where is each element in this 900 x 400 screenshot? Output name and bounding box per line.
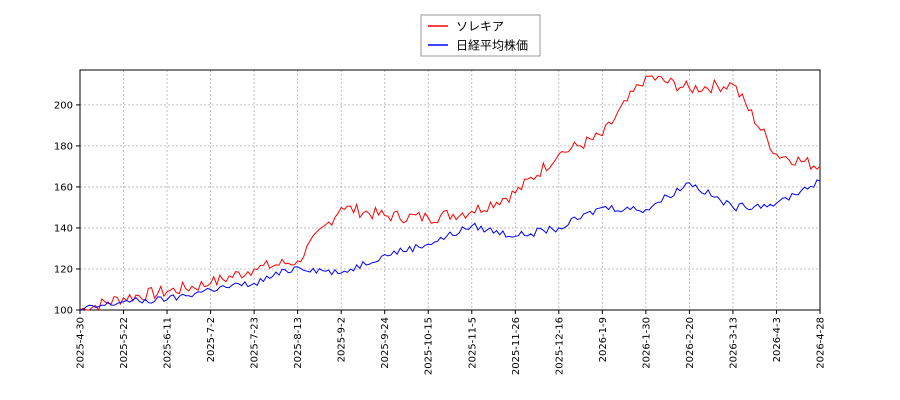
series-line-nikkei xyxy=(79,179,821,311)
x-tick-label: 2025-12-16 xyxy=(554,317,565,375)
x-tick-label: 2025-10-15 xyxy=(424,317,435,375)
legend-label: 日経平均株価 xyxy=(456,38,528,53)
x-tick-label: 2026-2-20 xyxy=(685,317,696,369)
y-tick-label: 100 xyxy=(54,306,73,317)
legend-label: ソレキア xyxy=(456,20,504,34)
x-tick-label: 2025-11-26 xyxy=(511,317,522,375)
x-tick-label: 2025-5-22 xyxy=(119,317,130,369)
grid xyxy=(79,70,821,311)
series-layer xyxy=(79,75,821,312)
y-tick-label: 160 xyxy=(54,182,73,193)
x-tick-label: 2026-1-9 xyxy=(598,317,609,362)
y-tick-label: 180 xyxy=(54,141,73,152)
x-tick-label: 2025-8-13 xyxy=(293,317,304,369)
x-tick-label: 2025-4-30 xyxy=(76,317,87,369)
x-tick-label: 2025-9-2 xyxy=(337,317,348,362)
plot-area xyxy=(79,69,821,311)
x-tick-label: 2026-4-3 xyxy=(772,317,783,362)
x-tick-label: 2025-7-23 xyxy=(250,317,261,369)
x-tick-label: 2026-4-28 xyxy=(816,317,827,369)
x-tick-label: 2025-9-24 xyxy=(380,317,391,369)
x-axis: 2025-4-30 2025-5-22 2025-6-11 2025-7-2 2025-… xyxy=(76,310,827,375)
x-tick-label: 2026-3-13 xyxy=(728,317,739,369)
series-line-solekia xyxy=(79,75,821,312)
y-tick-label: 200 xyxy=(54,100,73,111)
x-tick-label: 2025-6-11 xyxy=(163,317,174,369)
x-tick-label: 2026-1-30 xyxy=(641,317,652,369)
y-tick-label: 120 xyxy=(54,264,73,275)
x-tick-label: 2025-11-5 xyxy=(467,317,478,369)
legend-box xyxy=(420,14,541,57)
y-axis: 100 120 140 160 180 200 xyxy=(54,100,80,317)
x-tick-label: 2025-7-2 xyxy=(206,317,217,362)
y-tick-label: 140 xyxy=(54,223,73,234)
